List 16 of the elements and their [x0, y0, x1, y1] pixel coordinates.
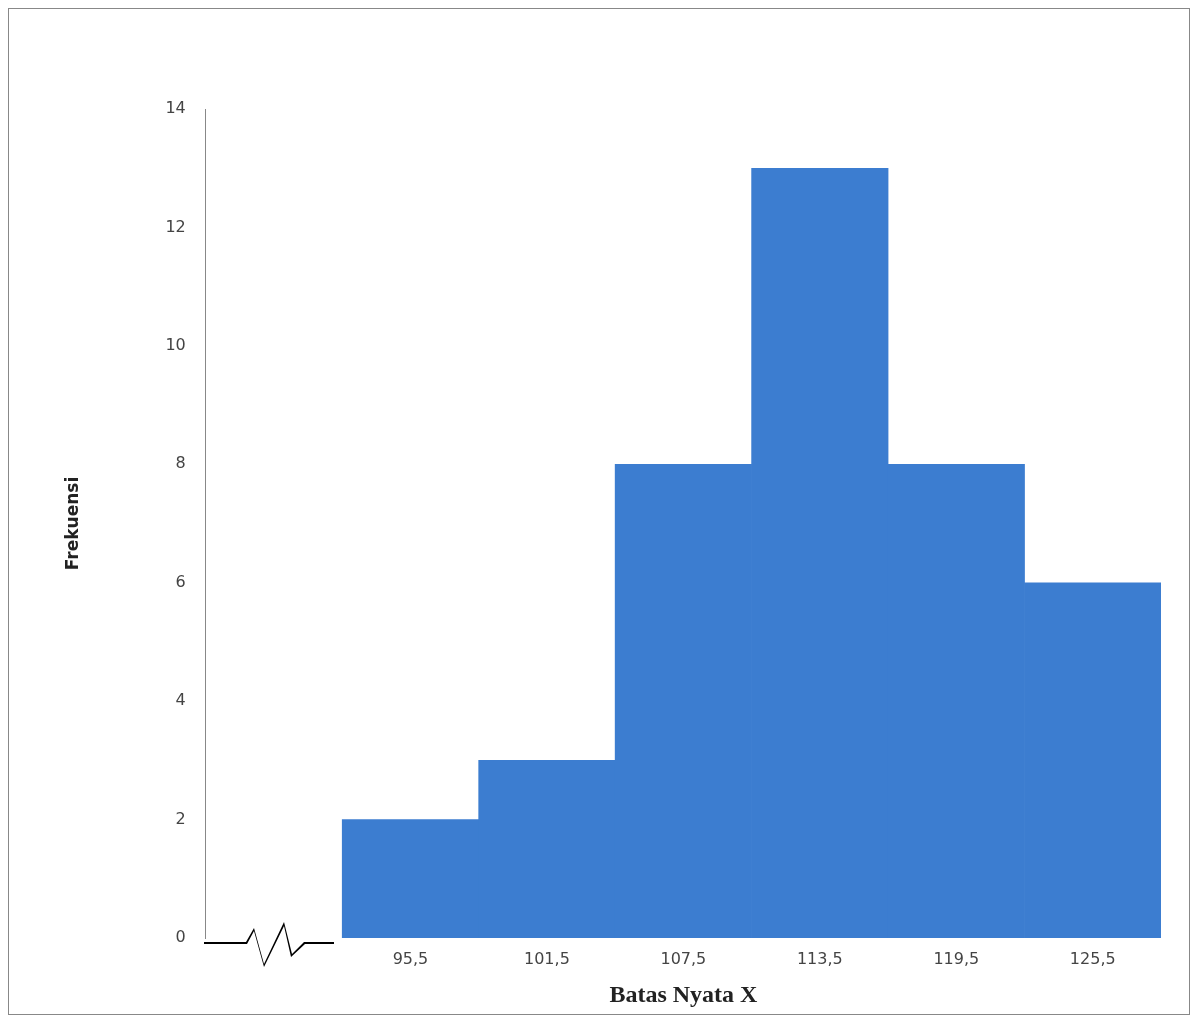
y-tick-label: 10	[165, 335, 186, 355]
y-tick-label: 6	[175, 571, 186, 591]
x-tick-label: 95,5	[392, 948, 429, 968]
y-tick-label: 2	[175, 808, 186, 828]
y-axis-title: Frekuensi	[61, 476, 82, 571]
x-tick-label: 119,5	[933, 948, 980, 968]
x-axis-title: Batas Nyata X	[609, 980, 759, 1007]
y-tick-label: 0	[175, 927, 186, 947]
y-tick-label: 4	[175, 690, 186, 710]
x-tick-label: 125,5	[1069, 948, 1116, 968]
x-tick-label: 107,5	[660, 948, 707, 968]
x-tick-label: 113,5	[796, 948, 843, 968]
y-tick-label: 14	[165, 98, 186, 118]
x-tick-label: 101,5	[524, 948, 570, 968]
y-tick-label: 8	[175, 453, 186, 473]
y-tick-label: 12	[165, 216, 186, 236]
